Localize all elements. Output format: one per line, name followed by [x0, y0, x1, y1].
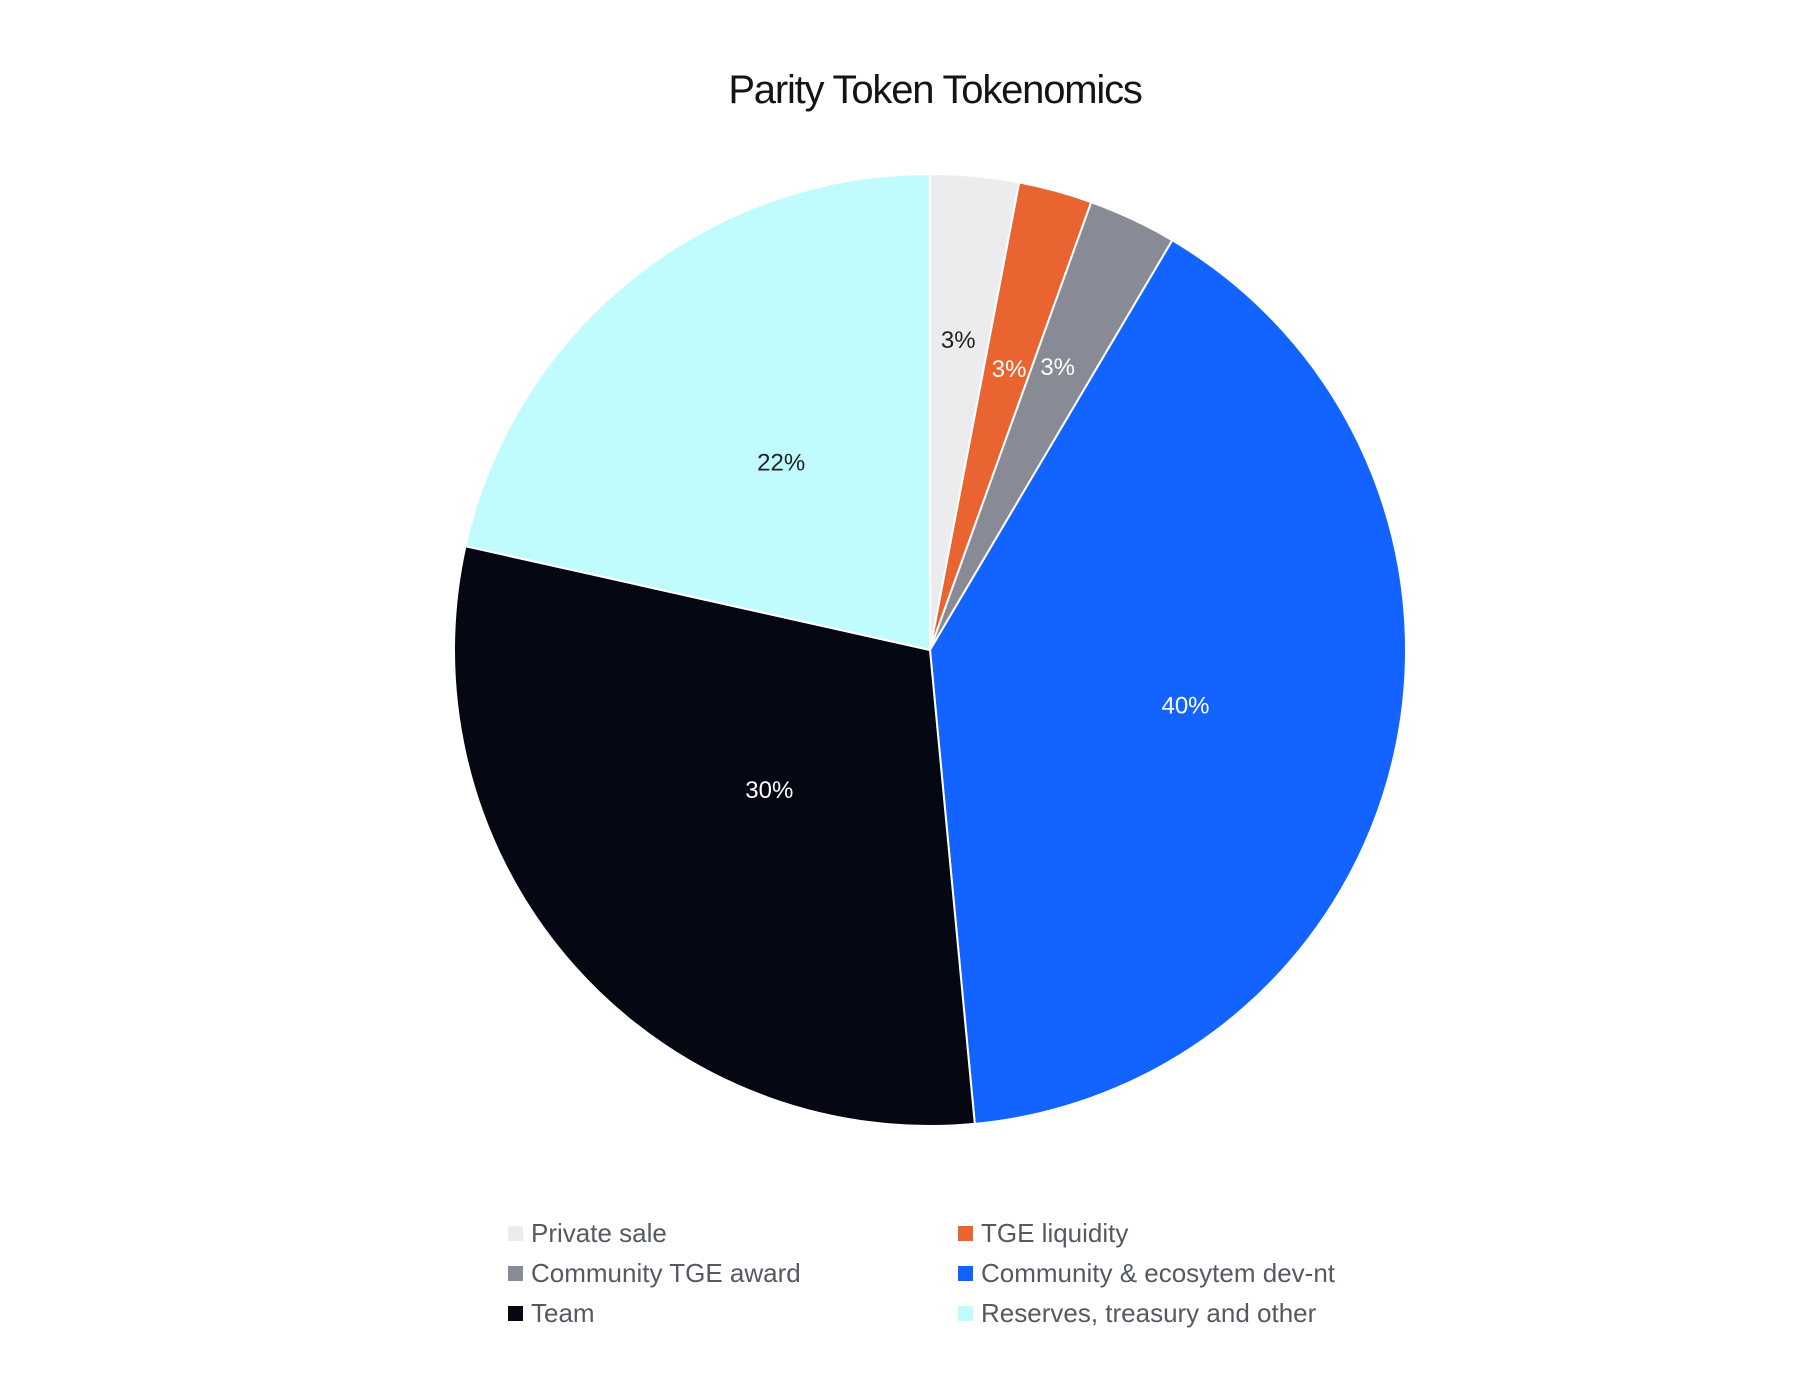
- legend-label: Team: [531, 1297, 595, 1328]
- legend-item-private-sale: Private sale: [508, 1218, 958, 1248]
- legend-label: Reserves, treasury and other: [981, 1297, 1317, 1328]
- legend-swatch: [958, 1225, 973, 1241]
- legend-item-team: Team: [508, 1298, 958, 1328]
- legend-swatch: [508, 1225, 523, 1241]
- slice-label-community-ecosytem-dev-nt: 40%: [1161, 692, 1209, 719]
- legend-label: Community TGE award: [531, 1257, 801, 1288]
- legend-label: Private sale: [531, 1217, 667, 1248]
- pie-slice-community-ecosytem-dev-nt: [929, 239, 1407, 1125]
- legend-label: TGE liquidity: [981, 1217, 1129, 1248]
- legend-label: Community & ecosytem dev-nt: [981, 1257, 1336, 1288]
- legend-swatch: [958, 1265, 973, 1281]
- chart-legend: Private sale TGE liquidity Community TGE a…: [508, 1218, 1408, 1328]
- pie-slice-team: [453, 545, 976, 1127]
- slice-label-tge-liquidity: 3%: [992, 356, 1027, 383]
- pie-slices: [453, 173, 1407, 1127]
- legend-swatch: [508, 1265, 523, 1281]
- legend-item-reserves-treasury-and-other: Reserves, treasury and other: [958, 1298, 1408, 1328]
- pie-labels: 3% 3% 3% 40% 30% 22%: [745, 327, 1209, 804]
- chart-title: Parity Token Tokenomics: [728, 68, 1143, 112]
- legend-item-community-ecosytem-dev-nt: Community & ecosytem dev-nt: [958, 1258, 1408, 1288]
- slice-label-private-sale: 3%: [941, 327, 976, 354]
- pie-slice-reserves-treasury-and-other: [464, 173, 931, 651]
- legend-item-tge-liquidity: TGE liquidity: [958, 1218, 1408, 1248]
- slice-label-reserves-treasury-and-other: 22%: [757, 450, 805, 477]
- legend-item-community-tge-award: Community TGE award: [508, 1258, 958, 1288]
- slice-label-team: 30%: [745, 777, 793, 804]
- slice-label-community-tge-award: 3%: [1040, 354, 1075, 381]
- legend-swatch: [508, 1305, 523, 1321]
- legend-swatch: [958, 1305, 973, 1321]
